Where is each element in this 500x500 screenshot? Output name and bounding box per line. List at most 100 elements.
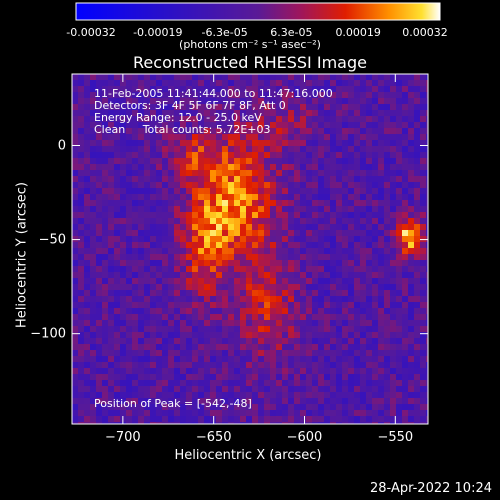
heatmap-cell xyxy=(378,392,385,399)
heatmap-cell xyxy=(288,98,295,105)
heatmap-cell xyxy=(198,170,205,177)
heatmap-cell xyxy=(426,248,428,255)
heatmap-cell xyxy=(336,92,343,99)
heatmap-cell xyxy=(132,128,139,135)
heatmap-cell xyxy=(348,152,355,159)
heatmap-cell xyxy=(336,80,343,87)
heatmap-cell xyxy=(324,404,331,411)
heatmap-cell xyxy=(360,212,367,219)
heatmap-cell xyxy=(312,104,319,111)
heatmap-cell xyxy=(192,416,199,423)
heatmap-cell xyxy=(426,80,428,87)
heatmap-cell xyxy=(378,338,385,345)
heatmap-cell xyxy=(300,326,307,333)
heatmap-cell xyxy=(192,110,199,117)
heatmap-cell xyxy=(132,236,139,243)
heatmap-cell xyxy=(162,362,169,369)
heatmap-cell xyxy=(318,284,325,291)
heatmap-cell xyxy=(324,212,331,219)
heatmap-cell xyxy=(168,392,175,399)
heatmap-cell xyxy=(72,152,79,159)
heatmap-cell xyxy=(156,278,163,285)
heatmap-cell xyxy=(210,266,217,273)
heatmap-cell xyxy=(264,278,271,285)
heatmap-cell xyxy=(198,194,205,201)
heatmap-cell xyxy=(234,410,241,417)
heatmap-cell xyxy=(402,260,409,267)
heatmap-cell xyxy=(126,350,133,357)
heatmap-cell xyxy=(306,380,313,387)
heatmap-cell xyxy=(156,128,163,135)
heatmap-cell xyxy=(324,302,331,309)
heatmap-cell xyxy=(408,344,415,351)
heatmap-cell xyxy=(180,278,187,285)
heatmap-cell xyxy=(378,422,385,424)
heatmap-cell xyxy=(210,146,217,153)
heatmap-cell xyxy=(168,86,175,93)
heatmap-cell xyxy=(360,386,367,393)
heatmap-cell xyxy=(132,218,139,225)
heatmap-cell xyxy=(114,80,121,87)
heatmap-cell xyxy=(120,104,127,111)
heatmap-cell xyxy=(372,368,379,375)
heatmap-cell xyxy=(348,146,355,153)
heatmap-cell xyxy=(192,344,199,351)
heatmap-cell xyxy=(384,314,391,321)
heatmap-cell xyxy=(396,230,403,237)
heatmap-cell xyxy=(408,296,415,303)
heatmap-cell xyxy=(186,176,193,183)
heatmap-cell xyxy=(234,200,241,207)
heatmap-cell xyxy=(234,374,241,381)
heatmap-cell xyxy=(252,302,259,309)
heatmap-cell xyxy=(408,236,415,243)
heatmap-cell xyxy=(78,302,85,309)
heatmap-cell xyxy=(270,362,277,369)
heatmap-cell xyxy=(282,362,289,369)
heatmap-cell xyxy=(186,86,193,93)
heatmap-cell xyxy=(324,74,331,81)
heatmap-cell xyxy=(72,254,79,261)
heatmap-cell xyxy=(96,272,103,279)
heatmap-cell xyxy=(240,146,247,153)
heatmap-cell xyxy=(72,116,79,123)
heatmap-cell xyxy=(336,362,343,369)
heatmap-cell xyxy=(270,98,277,105)
heatmap-cell xyxy=(132,308,139,315)
heatmap-cell xyxy=(108,374,115,381)
heatmap-cell xyxy=(420,410,427,417)
heatmap-cell xyxy=(342,110,349,117)
heatmap-cell xyxy=(168,80,175,87)
heatmap-cell xyxy=(288,374,295,381)
heatmap-cell xyxy=(84,254,91,261)
heatmap-cell xyxy=(318,416,325,423)
heatmap-cell xyxy=(288,326,295,333)
heatmap-cell xyxy=(162,380,169,387)
heatmap-cell xyxy=(84,296,91,303)
heatmap-cell xyxy=(198,266,205,273)
heatmap-cell xyxy=(264,92,271,99)
heatmap-cell xyxy=(378,248,385,255)
heatmap-cell xyxy=(318,176,325,183)
heatmap-cell xyxy=(384,134,391,141)
heatmap-cell xyxy=(204,344,211,351)
colorbar-tick-label: 0.00032 xyxy=(402,26,448,39)
heatmap-cell xyxy=(156,392,163,399)
heatmap-cell xyxy=(156,338,163,345)
heatmap-cell xyxy=(294,170,301,177)
heatmap-cell xyxy=(228,410,235,417)
heatmap-cell xyxy=(78,296,85,303)
heatmap-cell xyxy=(210,104,217,111)
heatmap-cell xyxy=(126,362,133,369)
heatmap-cell xyxy=(366,206,373,213)
heatmap-cell xyxy=(222,374,229,381)
heatmap-cell xyxy=(384,110,391,117)
heatmap-cell xyxy=(288,104,295,111)
heatmap-cell xyxy=(162,278,169,285)
heatmap-cell xyxy=(114,290,121,297)
heatmap-cell xyxy=(186,80,193,87)
heatmap-cell xyxy=(396,128,403,135)
heatmap-cell xyxy=(270,104,277,111)
heatmap-cell xyxy=(162,332,169,339)
heatmap-cell xyxy=(348,86,355,93)
heatmap-cell xyxy=(138,116,145,123)
